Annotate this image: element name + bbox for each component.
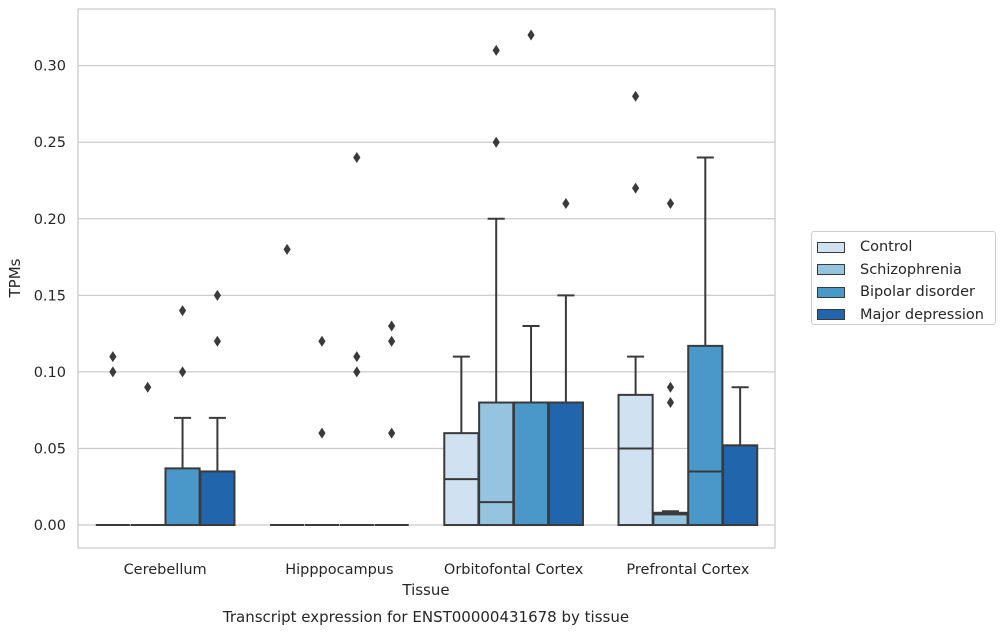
outlier-point <box>388 427 396 439</box>
legend-item-schizophrenia: Schizophrenia <box>817 259 995 282</box>
box-group <box>547 197 584 527</box>
box-group <box>95 351 130 527</box>
legend-swatch-control <box>817 241 845 253</box>
y-tick-label: 0.20 <box>34 212 66 228</box>
outlier-point <box>388 335 396 347</box>
outlier-point <box>527 29 535 41</box>
legend-swatch-schizophrenia <box>817 264 845 276</box>
legend-label-control: Control <box>860 239 913 256</box>
outlier-point <box>562 197 570 209</box>
outlier-point <box>353 351 361 363</box>
box <box>547 401 584 527</box>
box-group <box>687 156 724 527</box>
y-axis-label: TPMs <box>6 258 24 298</box>
box <box>478 401 515 527</box>
box-group <box>722 386 759 527</box>
box-group <box>164 305 201 527</box>
y-tick-labels: 0.00 0.05 0.10 0.15 0.20 0.25 0.30 <box>34 59 66 534</box>
x-tick-labels: Cerebellum Hipppocampus Orbitofontal Corte… <box>124 562 750 578</box>
box-group <box>339 152 374 527</box>
box-group <box>374 320 409 527</box>
box <box>722 444 759 527</box>
box-group <box>478 44 515 527</box>
box <box>512 401 550 527</box>
x-tick-label: Cerebellum <box>124 562 207 578</box>
outlier-point <box>353 366 361 378</box>
outlier-point <box>492 44 500 56</box>
box-group <box>304 335 340 527</box>
legend: Control Schizophrenia Bipolar disorder M… <box>811 231 996 325</box>
outlier-point <box>109 351 117 363</box>
legend-swatch-major-depression <box>817 309 845 321</box>
legend-swatch-bipolar-disorder <box>817 286 845 298</box>
x-axis-label: Tissue <box>401 581 449 599</box>
legend-label-bipolar-disorder: Bipolar disorder <box>860 284 975 301</box>
boxes <box>95 29 759 527</box>
outlier-point <box>388 320 396 332</box>
box-group <box>199 289 236 527</box>
box <box>199 470 236 527</box>
x-tick-label: Hipppocampus <box>285 562 393 578</box>
outlier-point <box>318 427 326 439</box>
y-tick-label: 0.30 <box>34 59 66 75</box>
y-tick-label: 0.05 <box>34 441 66 457</box>
gridlines <box>78 65 775 526</box>
box-group <box>270 243 305 527</box>
y-tick-label: 0.15 <box>34 288 66 304</box>
outlier-point <box>178 366 187 378</box>
box <box>164 467 201 527</box>
box <box>687 344 724 527</box>
outlier-point <box>178 305 187 317</box>
y-tick-label: 0.25 <box>34 135 66 151</box>
outlier-point <box>492 136 500 148</box>
box-group <box>652 197 689 527</box>
box <box>617 393 654 527</box>
x-tick-label: Orbitofontal Cortex <box>444 562 584 578</box>
box-group <box>617 90 654 527</box>
outlier-point <box>353 152 361 164</box>
legend-label-major-depression: Major depression <box>860 306 984 323</box>
box-group <box>130 381 165 527</box>
legend-item-control: Control <box>817 236 995 259</box>
box-group <box>443 355 480 527</box>
outlier-point <box>632 182 640 194</box>
legend-item-bipolar-disorder: Bipolar disorder <box>817 281 995 304</box>
legend-label-schizophrenia: Schizophrenia <box>860 261 962 278</box>
outlier-point <box>144 381 152 393</box>
outlier-point <box>666 197 675 209</box>
x-tick-label: Prefrontal Cortex <box>626 562 749 578</box>
outlier-point <box>283 243 291 255</box>
outlier-point <box>666 397 675 409</box>
box-group <box>512 29 550 527</box>
outlier-point <box>213 289 221 301</box>
outlier-point <box>213 335 221 347</box>
legend-item-major-depression: Major depression <box>817 304 995 327</box>
plot-frame <box>77 8 776 549</box>
y-tick-label: 0.10 <box>34 365 66 381</box>
outlier-point <box>666 381 675 393</box>
outlier-point <box>632 90 640 102</box>
outlier-point <box>109 366 117 378</box>
chart-caption: Transcript expression for ENST0000043167… <box>222 608 629 626</box>
y-tick-label: 0.00 <box>34 518 66 534</box>
outlier-point <box>318 335 326 347</box>
